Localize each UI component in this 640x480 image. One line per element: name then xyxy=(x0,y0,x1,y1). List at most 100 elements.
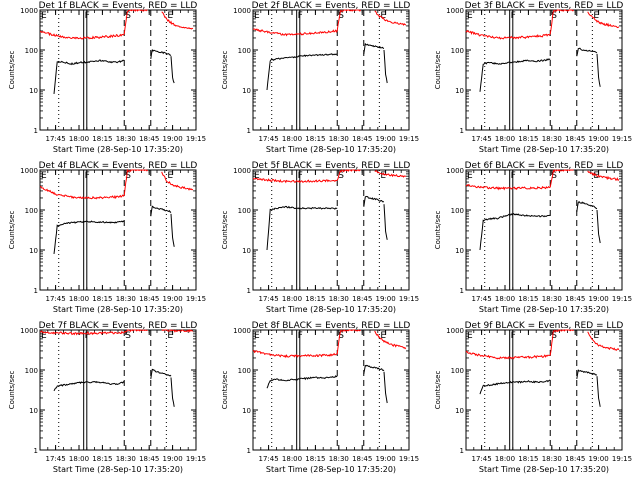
x-axis-label: Start Time (28-Sep-10 17:35:20) xyxy=(53,145,183,154)
x-tick-label: 19:00 xyxy=(589,295,609,303)
y-axis-label: Counts/sec xyxy=(8,211,16,250)
events-trace xyxy=(266,53,338,91)
x-tick-label: 18:45 xyxy=(352,455,372,463)
x-tick-label: 18:30 xyxy=(329,135,349,143)
events-trace xyxy=(479,58,551,92)
x-tick-label: 19:15 xyxy=(186,295,206,303)
lld-trace xyxy=(549,169,574,188)
x-tick-label: 18:00 xyxy=(495,295,515,303)
interval-marker-label: S xyxy=(551,331,557,341)
y-axis-label: Counts/sec xyxy=(221,211,229,250)
lld-trace xyxy=(465,350,551,360)
interval-marker-label: S xyxy=(551,11,557,21)
x-axis-label: Start Time (28-Sep-10 17:35:20) xyxy=(53,465,183,474)
interval-marker-label: E xyxy=(41,331,47,341)
events-trace xyxy=(596,53,601,87)
plot-frame xyxy=(39,9,197,131)
x-tick-label: 18:45 xyxy=(139,455,159,463)
y-tick-label: 100 xyxy=(25,47,38,55)
panel-title: Det 7f BLACK = Events, RED = LLD xyxy=(39,321,198,331)
panel-det-7: Det 7f BLACK = Events, RED = LLD Counts/s… xyxy=(8,321,206,474)
x-tick-label: 19:00 xyxy=(163,135,183,143)
x-tick-label: 18:00 xyxy=(282,455,302,463)
y-tick-label: 100 xyxy=(451,47,464,55)
x-tick-label: 18:00 xyxy=(282,135,302,143)
events-trace xyxy=(170,377,175,407)
interval-marker-label: E xyxy=(41,171,47,181)
panel-title: Det 4f BLACK = Events, RED = LLD xyxy=(39,161,198,171)
x-tick-label: 18:30 xyxy=(116,455,136,463)
lld-trace xyxy=(374,10,407,26)
lld-trace xyxy=(40,31,125,40)
y-tick-label: 1000 xyxy=(233,327,251,335)
panel-title: Det 2f BLACK = Events, RED = LLD xyxy=(252,1,411,11)
x-tick-label: 17:45 xyxy=(259,455,279,463)
lld-trace xyxy=(161,11,194,30)
x-tick-label: 18:30 xyxy=(542,135,562,143)
lld-trace xyxy=(374,330,407,350)
lld-trace xyxy=(123,329,148,333)
lld-trace xyxy=(123,9,148,35)
y-tick-label: 1 xyxy=(460,127,464,135)
x-tick-label: 19:00 xyxy=(163,455,183,463)
events-trace xyxy=(596,376,601,407)
plot-frame xyxy=(39,329,197,451)
interval-marker-label: E xyxy=(593,331,599,341)
x-tick-label: 18:00 xyxy=(495,455,515,463)
interval-marker-label: S xyxy=(338,331,344,341)
interval-marker-label: E xyxy=(167,11,173,21)
events-trace xyxy=(383,371,388,404)
interval-marker-label: E xyxy=(254,171,260,181)
x-tick-label: 18:00 xyxy=(69,455,89,463)
x-tick-label: 19:15 xyxy=(612,295,632,303)
lld-trace xyxy=(336,329,361,355)
interval-marker-label: E xyxy=(380,331,386,341)
x-axis-label: Start Time (28-Sep-10 17:35:20) xyxy=(266,305,396,314)
y-tick-label: 100 xyxy=(238,47,251,55)
events-trace xyxy=(170,56,175,84)
x-tick-label: 18:45 xyxy=(139,135,159,143)
events-trace xyxy=(576,47,598,57)
interval-marker-label: E xyxy=(467,11,473,21)
lld-trace xyxy=(39,330,125,336)
events-trace xyxy=(266,375,338,389)
interval-marker-label: S xyxy=(338,171,344,181)
x-tick-label: 18:30 xyxy=(329,455,349,463)
x-tick-label: 18:00 xyxy=(69,295,89,303)
interval-marker-label: E xyxy=(254,331,260,341)
events-trace xyxy=(150,48,172,59)
panel-det-8: Det 8f BLACK = Events, RED = LLD Counts/s… xyxy=(221,321,419,474)
events-trace xyxy=(363,42,385,54)
x-tick-label: 19:15 xyxy=(399,295,419,303)
y-tick-label: 10 xyxy=(242,247,251,255)
lld-trace xyxy=(252,28,338,37)
x-tick-label: 19:00 xyxy=(163,295,183,303)
x-tick-label: 19:00 xyxy=(589,135,609,143)
x-tick-label: 18:45 xyxy=(139,295,159,303)
y-axis-label: Counts/sec xyxy=(434,211,442,250)
x-tick-label: 17:45 xyxy=(259,135,279,143)
x-axis-label: Start Time (28-Sep-10 17:35:20) xyxy=(479,465,609,474)
y-tick-label: 100 xyxy=(238,207,251,215)
x-tick-label: 19:15 xyxy=(612,135,632,143)
x-tick-label: 18:30 xyxy=(116,295,136,303)
x-tick-label: 18:30 xyxy=(116,135,136,143)
panel-title: Det 5f BLACK = Events, RED = LLD xyxy=(252,161,411,171)
x-tick-label: 18:30 xyxy=(329,295,349,303)
x-tick-label: 18:00 xyxy=(69,135,89,143)
events-trace xyxy=(150,205,172,217)
x-tick-label: 18:00 xyxy=(282,295,302,303)
interval-marker-label: E xyxy=(380,171,386,181)
y-tick-label: 10 xyxy=(455,407,464,415)
interval-marker-label: E xyxy=(167,171,173,181)
interval-marker-label: E xyxy=(467,171,473,181)
lld-trace xyxy=(123,168,148,196)
x-tick-label: 18:30 xyxy=(542,455,562,463)
x-tick-label: 18:15 xyxy=(305,135,325,143)
interval-marker-label: S xyxy=(551,171,557,181)
panel-det-2: Det 2f BLACK = Events, RED = LLD Counts/s… xyxy=(221,1,419,154)
y-axis-label: Counts/sec xyxy=(8,51,16,90)
x-tick-label: 19:15 xyxy=(399,135,419,143)
lld-trace xyxy=(587,11,620,29)
